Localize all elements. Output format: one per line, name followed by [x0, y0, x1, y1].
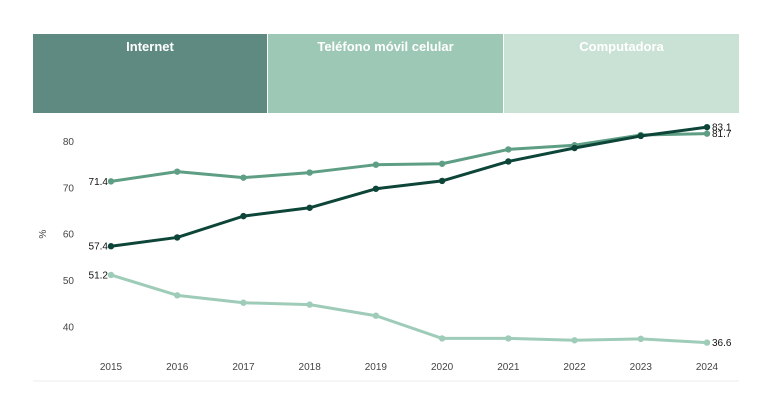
x-tick-label: 2018: [299, 362, 322, 373]
x-tick-label: 2017: [232, 362, 255, 373]
series-line-0: [109, 132, 709, 183]
series-point-1: [372, 185, 380, 192]
series-point-0: [372, 161, 380, 168]
series-point-2: [571, 337, 578, 344]
start-value-label: 71.4: [89, 177, 109, 188]
series-group: [107, 123, 711, 346]
series-point-0: [240, 174, 247, 181]
y-axis-ticks: 40 50 60 70 80: [63, 137, 75, 333]
series-point-1: [306, 204, 313, 211]
series-point-1: [174, 234, 181, 241]
series-point-2: [637, 335, 644, 343]
series-point-0: [505, 146, 512, 153]
series-point-0: [438, 160, 446, 167]
series-point-0: [174, 168, 181, 175]
series-point-2: [107, 271, 115, 279]
x-tick-label: 2020: [431, 362, 454, 373]
series-point-2: [372, 312, 380, 319]
series-point-2: [703, 339, 711, 346]
series-point-1: [438, 177, 446, 185]
series-point-0: [703, 130, 711, 137]
tab-internet[interactable]: Internet: [33, 34, 268, 113]
x-tick-label: 2022: [563, 362, 586, 373]
series-point-1: [703, 123, 711, 131]
y-tick-label: 60: [63, 230, 75, 241]
series-point-0: [306, 169, 313, 176]
x-tick-label: 2019: [365, 362, 388, 373]
series-point-1: [107, 243, 115, 250]
x-tick-label: 2024: [696, 362, 719, 373]
series-line-2: [109, 273, 709, 345]
y-tick-label: 50: [63, 276, 75, 287]
series-point-1: [637, 132, 644, 140]
indicator-tabs: Internet Teléfono móvil celular Computad…: [33, 34, 739, 113]
series-point-1: [571, 144, 578, 152]
series-point-2: [306, 301, 313, 308]
start-value-label: 57.4: [89, 242, 109, 253]
y-tick-label: 70: [63, 183, 75, 194]
x-tick-label: 2015: [100, 362, 123, 373]
data-labels: 71.4 81.7 57.4 83.1 51.2 36.6: [89, 123, 732, 349]
series-point-0: [107, 178, 115, 185]
tab-mobile-phone[interactable]: Teléfono móvil celular: [268, 34, 504, 113]
x-axis-ticks: 2015 2016 2017 2018 2019 2020 2021 2022 2023 2024: [100, 362, 719, 373]
series-line-1: [109, 125, 709, 248]
series-point-2: [438, 335, 446, 342]
x-tick-label: 2016: [166, 362, 189, 373]
start-value-label: 51.2: [89, 270, 109, 281]
series-point-1: [240, 212, 247, 220]
tab-computer[interactable]: Computadora: [504, 34, 739, 113]
x-tick-label: 2023: [630, 362, 653, 373]
y-axis-label: %: [38, 230, 49, 239]
y-tick-label: 40: [63, 322, 75, 333]
series-point-2: [174, 292, 181, 299]
x-tick-label: 2021: [497, 362, 520, 373]
series-point-1: [505, 158, 512, 165]
end-value-label: 36.6: [712, 338, 732, 349]
end-value-label: 81.7: [712, 129, 732, 140]
end-value-label: 83.1: [712, 123, 732, 134]
series-point-2: [505, 335, 512, 342]
y-tick-label: 80: [63, 137, 75, 148]
series-point-2: [240, 299, 247, 306]
